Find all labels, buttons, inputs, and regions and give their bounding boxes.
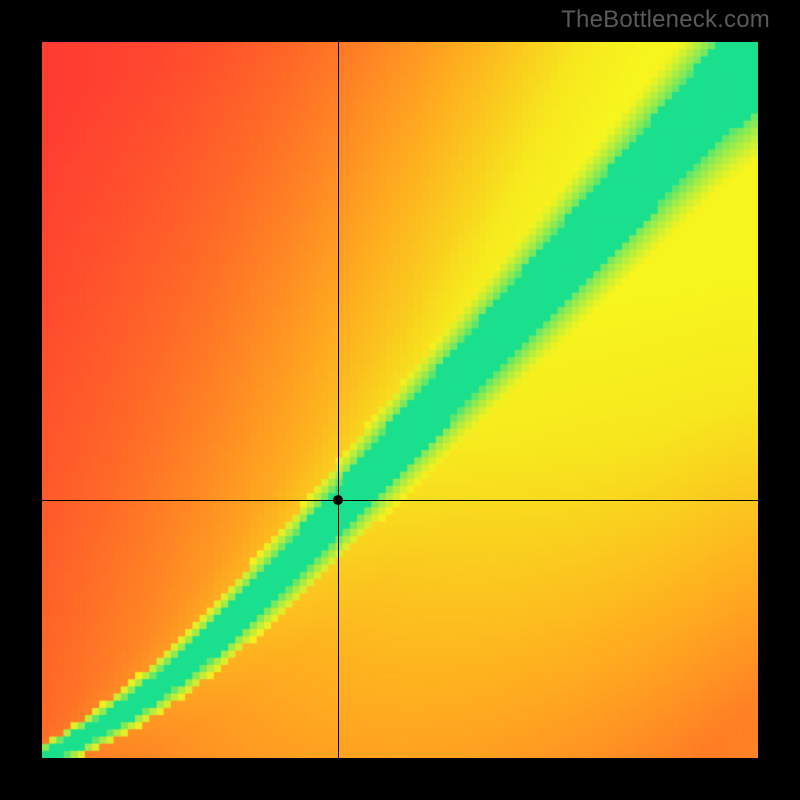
marker-dot <box>333 495 343 505</box>
plot-area <box>42 42 758 758</box>
watermark-text: TheBottleneck.com <box>561 6 770 34</box>
root: TheBottleneck.com <box>0 0 800 800</box>
heatmap-canvas <box>42 42 758 758</box>
crosshair-horizontal <box>42 500 758 501</box>
crosshair-vertical <box>338 42 339 758</box>
